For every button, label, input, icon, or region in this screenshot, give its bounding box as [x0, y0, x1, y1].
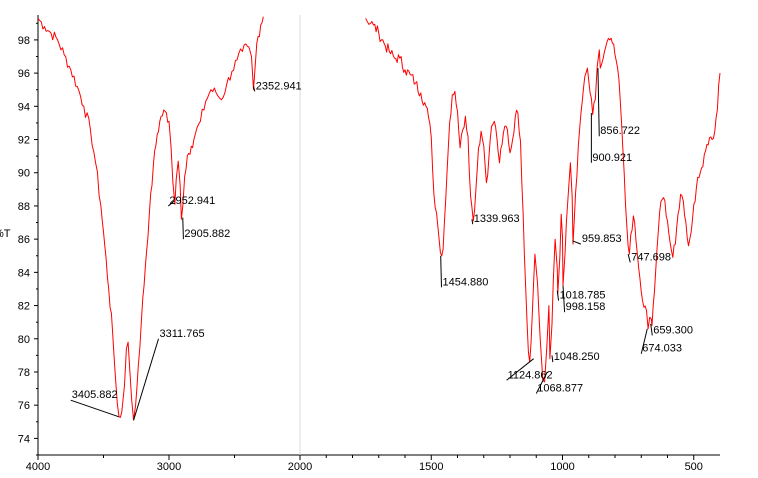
- y-tick-label: 90: [18, 168, 30, 180]
- peak-label: 659.300: [653, 324, 693, 336]
- peak-leader-line: [440, 255, 442, 288]
- peak-label: 959.853: [582, 233, 622, 245]
- y-tick-label: 74: [18, 433, 30, 445]
- peak-leader-line: [253, 86, 256, 92]
- peak-leader-line: [133, 338, 159, 421]
- peak-label: 2905.882: [184, 228, 230, 240]
- peak-leader-line: [551, 355, 554, 363]
- x-tick-label: 1500: [419, 461, 443, 473]
- peak-label: 1048.250: [554, 351, 600, 363]
- peak-label: 1068.877: [537, 383, 583, 395]
- y-tick-label: 86: [18, 234, 30, 246]
- peak-leader-line: [168, 200, 175, 207]
- peak-label: 3311.765: [160, 328, 205, 340]
- y-tick-label: 84: [18, 267, 30, 279]
- peak-label: 900.921: [592, 152, 632, 164]
- peak-leader-line: [627, 253, 631, 263]
- peak-label: 1124.862: [508, 369, 553, 381]
- peak-leader-line: [640, 328, 648, 354]
- peak-label: 2952.941: [169, 195, 215, 207]
- peak-leader-line: [506, 358, 534, 381]
- y-tick-label: 94: [18, 101, 30, 113]
- y-tick-label: 96: [18, 68, 30, 80]
- peak-leader-line: [562, 285, 566, 313]
- peak-label: 1018.785: [560, 290, 606, 302]
- peak-leader-line: [650, 323, 653, 336]
- peak-leader-line: [556, 290, 560, 301]
- y-tick-label: 82: [18, 301, 30, 313]
- x-tick-label: 2000: [288, 461, 312, 473]
- peak-label: 998.158: [566, 301, 606, 313]
- peak-label: 1339.963: [474, 213, 520, 225]
- tick-labels: 74 76 78 80 82 84 86 88 90 92 94 96 98 4000 3000 2000 15…: [18, 35, 703, 473]
- y-axis-label-fragment: %T: [0, 228, 11, 240]
- spectrum-line-segment: [37, 16, 264, 421]
- y-tick-label: 76: [18, 400, 30, 412]
- spectrum-line-segment: [365, 18, 721, 383]
- y-tick-label: 80: [18, 334, 30, 346]
- peak-label: 747.698: [631, 251, 671, 263]
- peak-label: 674.033: [642, 343, 682, 355]
- x-tick-label: 1000: [550, 461, 574, 473]
- peak-label: 3405.882: [72, 389, 118, 401]
- x-tick-label: 500: [685, 461, 703, 473]
- peak-label: 856.722: [600, 125, 640, 137]
- spectrum-series: [37, 16, 721, 421]
- peak-label: 1454.880: [442, 276, 488, 288]
- y-tick-label: 88: [18, 201, 30, 213]
- x-tick-label: 3000: [157, 461, 181, 473]
- peak-annotations: 3405.882 3311.765 2952.941 2905.882 2352.941…: [70, 68, 693, 421]
- peak-leader-line: [70, 399, 120, 418]
- x-tick-label: 4000: [26, 461, 50, 473]
- peak-leader-line: [182, 217, 184, 240]
- tick-marks: [34, 22, 695, 460]
- plot-area: 74 76 78 80 82 84 86 88 90 92 94 96 98 4000 3000 2000 15…: [18, 15, 721, 473]
- y-tick-label: 98: [18, 35, 30, 47]
- y-tick-label: 92: [18, 135, 30, 147]
- peak-label: 2352.941: [256, 80, 302, 92]
- peak-leader-line: [572, 240, 582, 245]
- peak-leader-line: [535, 371, 548, 394]
- y-tick-label: 78: [18, 367, 30, 379]
- peak-leader-line: [597, 68, 600, 137]
- peak-leader-line: [471, 219, 474, 225]
